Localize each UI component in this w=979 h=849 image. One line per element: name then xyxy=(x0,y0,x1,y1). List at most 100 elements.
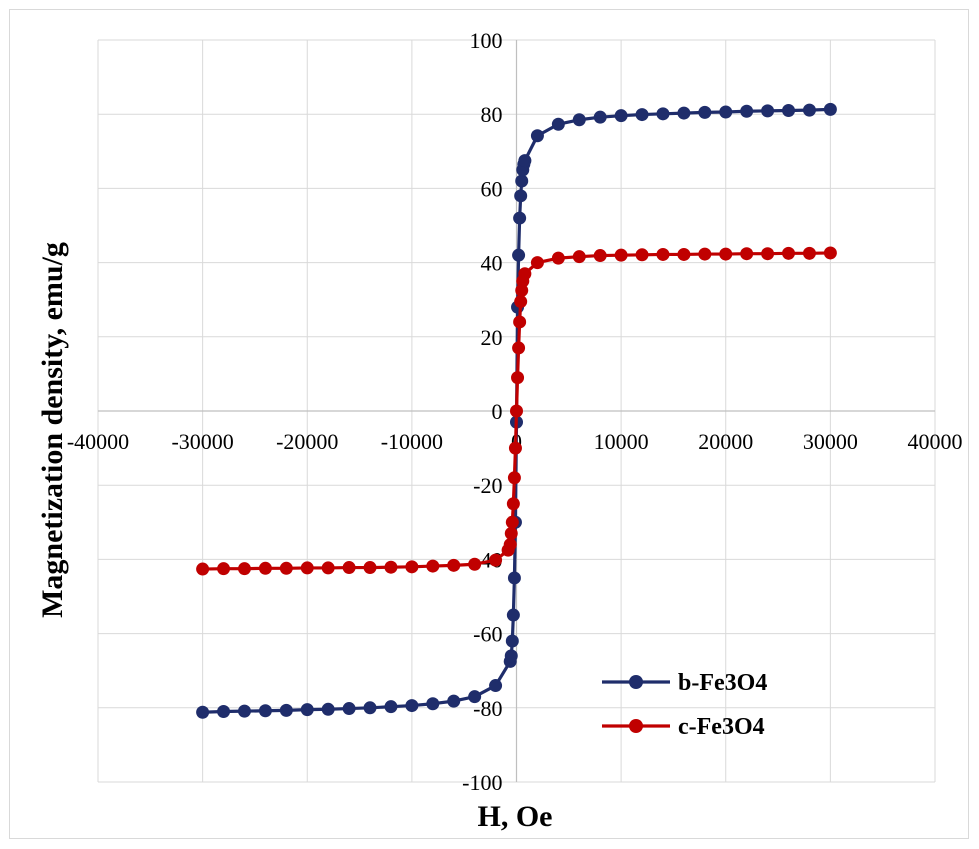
data-point xyxy=(782,103,796,117)
data-point xyxy=(677,247,691,261)
data-point xyxy=(196,562,210,576)
y-tick-label: 40 xyxy=(481,251,503,276)
data-point xyxy=(363,561,377,575)
data-point xyxy=(237,562,251,576)
magnetization-chart: -40000 -30000 -20000 -10000 0 10000 20000 30000… xyxy=(36,28,963,833)
data-point xyxy=(518,267,532,281)
data-point xyxy=(698,247,712,261)
y-tick-label: -20 xyxy=(473,473,502,498)
data-point xyxy=(504,526,518,540)
data-point xyxy=(506,608,520,622)
legend-item: b-Fe3O4 xyxy=(602,670,767,696)
data-point xyxy=(513,315,527,329)
x-tick-label: -30000 xyxy=(171,429,233,454)
data-point xyxy=(258,704,272,718)
data-point xyxy=(614,248,628,262)
data-point xyxy=(321,702,335,716)
x-tick-label: -20000 xyxy=(276,429,338,454)
series-b-Fe3O4 xyxy=(196,102,837,719)
data-point xyxy=(196,705,210,719)
data-point xyxy=(384,700,398,714)
data-point xyxy=(740,247,754,261)
data-point xyxy=(656,247,670,261)
chart-frame: -40000 -30000 -20000 -10000 0 10000 20000 30000… xyxy=(9,9,969,839)
legend: b-Fe3O4 c-Fe3O4 xyxy=(602,670,767,740)
legend-item: c-Fe3O4 xyxy=(602,714,765,740)
data-point xyxy=(384,560,398,574)
data-point xyxy=(719,247,733,261)
data-point xyxy=(504,649,518,663)
x-tick-label: 20000 xyxy=(698,429,753,454)
y-tick-label: -60 xyxy=(473,622,502,647)
data-point xyxy=(511,371,525,385)
data-point xyxy=(363,701,377,715)
data-point xyxy=(572,113,586,127)
data-point xyxy=(447,694,461,708)
x-tick-label: -10000 xyxy=(381,429,443,454)
data-point xyxy=(489,553,503,567)
data-point xyxy=(698,105,712,119)
data-point xyxy=(677,106,691,120)
data-point xyxy=(761,104,775,118)
series-c-Fe3O4 xyxy=(196,246,837,576)
data-point xyxy=(510,404,523,418)
data-point xyxy=(551,117,565,131)
data-point xyxy=(514,189,528,203)
data-point xyxy=(426,697,440,711)
data-point xyxy=(279,561,293,575)
y-tick-label: 60 xyxy=(481,176,503,201)
x-axis-title: H, Oe xyxy=(478,800,553,833)
x-tick-label: 30000 xyxy=(803,429,858,454)
y-tick-label: 80 xyxy=(481,102,503,127)
legend-label: b-Fe3O4 xyxy=(678,670,767,696)
data-point xyxy=(508,441,522,455)
y-tick-label: 0 xyxy=(492,399,503,424)
data-point xyxy=(342,561,356,575)
data-point xyxy=(512,341,526,355)
data-point xyxy=(342,702,356,716)
data-point xyxy=(489,679,503,693)
data-point xyxy=(530,129,544,143)
data-point xyxy=(740,104,754,118)
y-tick-label: 100 xyxy=(470,28,503,53)
data-point xyxy=(719,105,733,119)
data-point xyxy=(593,249,607,263)
data-point xyxy=(300,561,314,575)
x-tick-label: 40000 xyxy=(908,429,963,454)
data-point xyxy=(468,690,482,704)
data-point xyxy=(823,246,837,260)
data-point xyxy=(572,250,586,264)
data-point xyxy=(513,211,527,225)
data-point xyxy=(217,705,231,719)
data-point xyxy=(505,515,519,529)
data-point xyxy=(237,704,251,718)
data-point xyxy=(426,559,440,573)
data-point xyxy=(507,571,521,585)
y-tick-label: 20 xyxy=(481,325,503,350)
legend-swatch-marker xyxy=(629,675,643,689)
x-tick-label: -40000 xyxy=(67,429,129,454)
data-point xyxy=(506,497,520,511)
series-layer xyxy=(196,102,837,719)
data-point xyxy=(635,108,649,122)
x-tick-label: 10000 xyxy=(594,429,649,454)
data-point xyxy=(514,295,528,309)
data-point xyxy=(217,562,231,576)
data-point xyxy=(300,703,314,717)
data-point xyxy=(468,557,482,571)
data-point xyxy=(782,246,796,260)
data-point xyxy=(515,174,529,188)
data-point xyxy=(635,248,649,262)
data-point xyxy=(614,109,628,123)
data-point xyxy=(530,256,544,270)
data-point xyxy=(507,471,521,485)
data-point xyxy=(823,102,837,116)
data-point xyxy=(512,248,526,262)
data-point xyxy=(551,251,565,265)
data-point xyxy=(761,247,775,261)
data-point xyxy=(593,110,607,124)
data-point xyxy=(503,538,517,552)
data-point xyxy=(518,154,532,168)
legend-label: c-Fe3O4 xyxy=(678,714,765,740)
data-point xyxy=(656,107,670,121)
